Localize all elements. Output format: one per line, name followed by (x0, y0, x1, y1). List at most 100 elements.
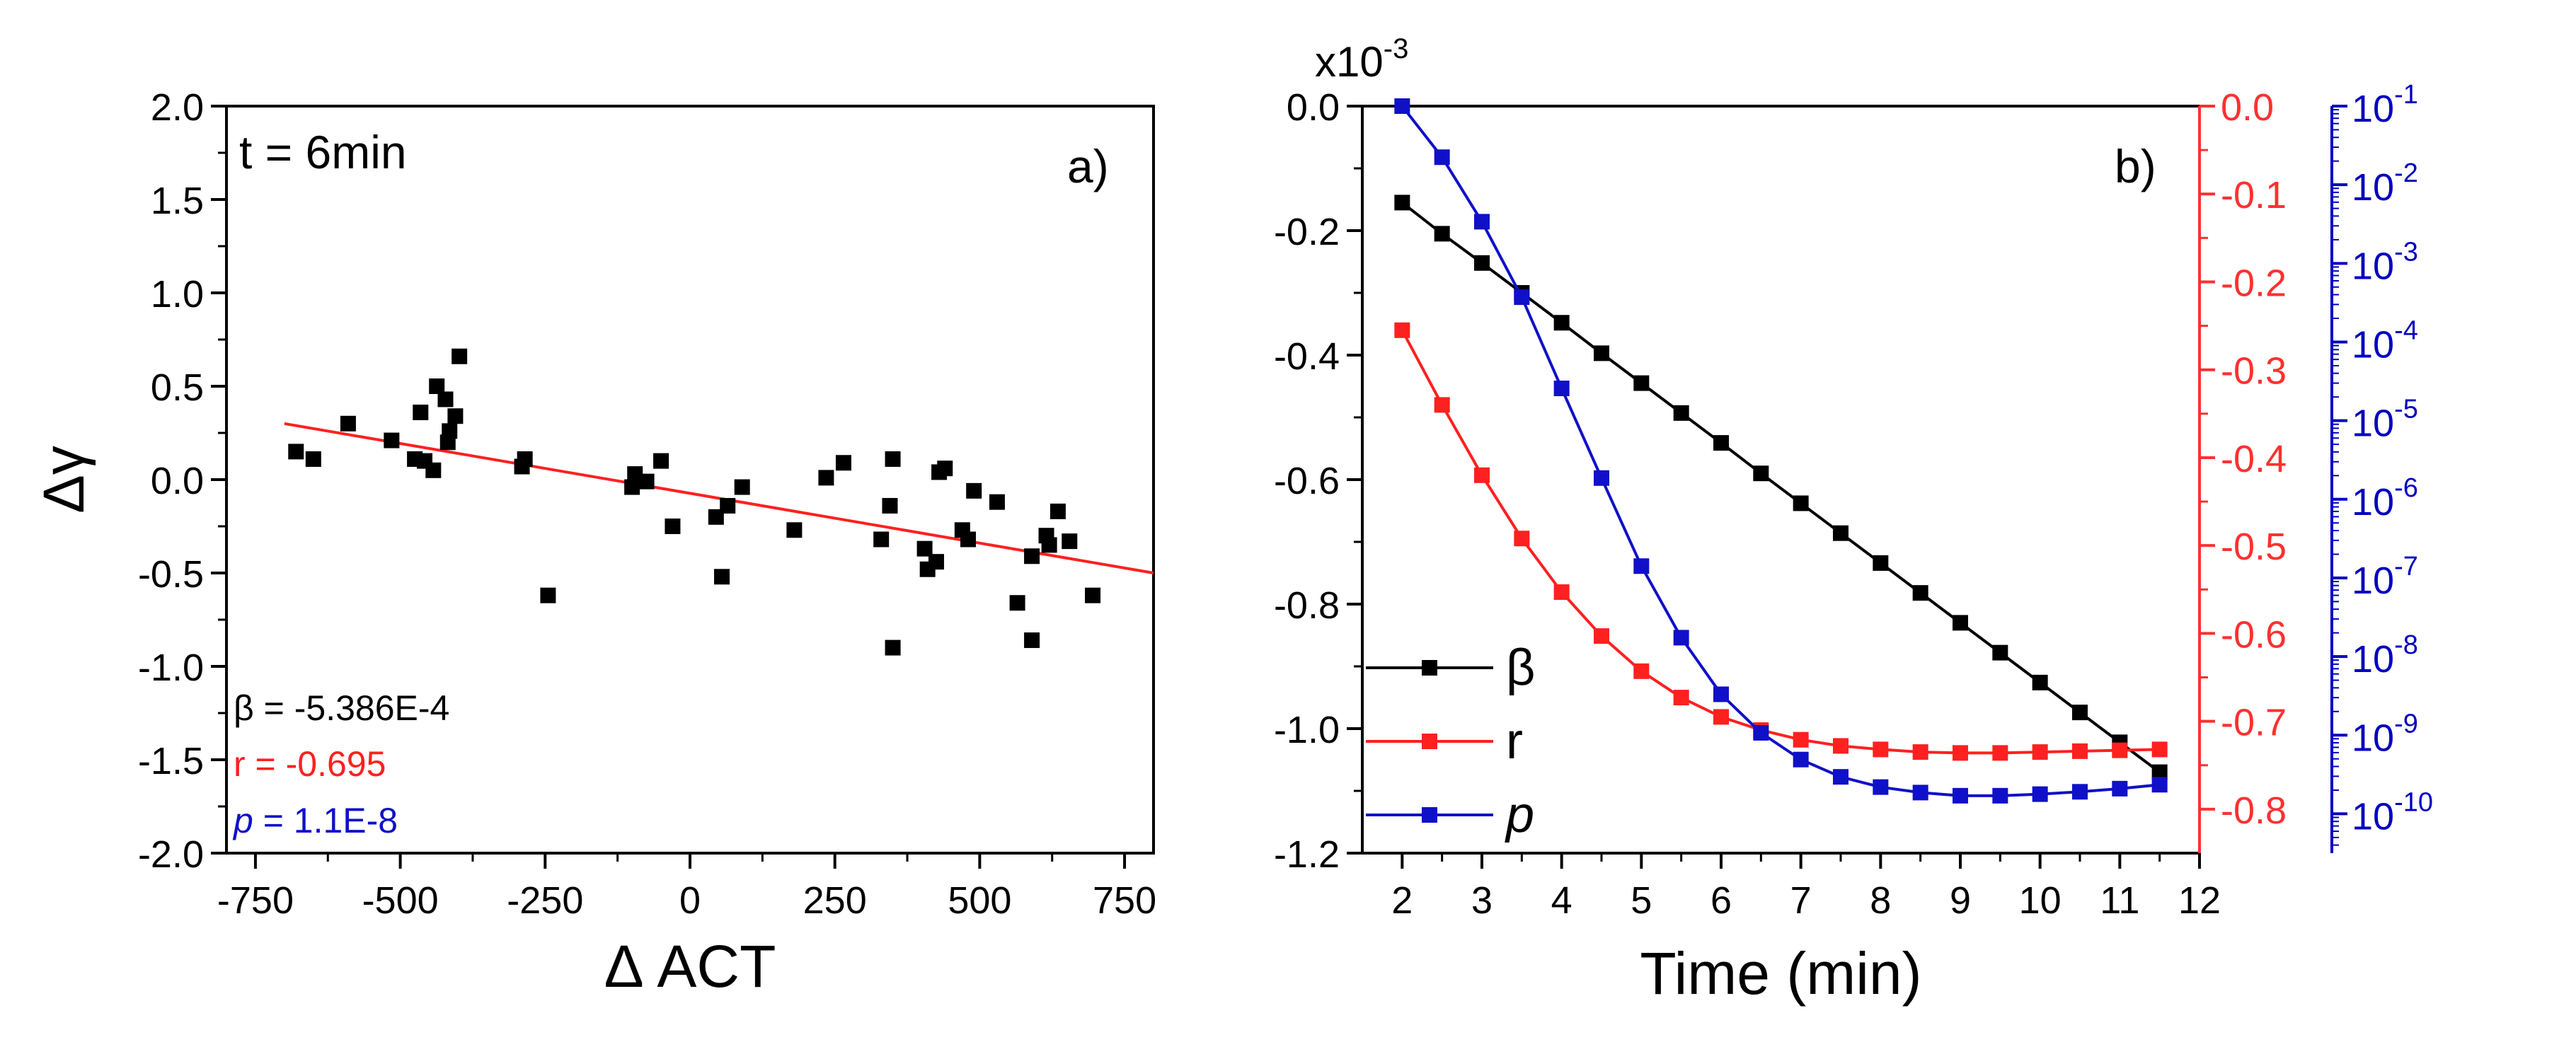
tick-exponent: -8 (2394, 630, 2418, 660)
data-point-p (1394, 98, 1410, 114)
data-point-r (1793, 731, 1809, 748)
tick-exponent: -5 (2394, 395, 2418, 424)
x-tick-label: -500 (362, 879, 439, 922)
y-right-p-tick-label: 10-2 (2352, 158, 2418, 209)
legend-marker-p (1422, 807, 1437, 823)
data-point-r (1713, 709, 1729, 725)
data-point (1024, 632, 1040, 649)
data-point (882, 497, 898, 514)
x-tick-label: 500 (948, 879, 1011, 922)
x-tick-label: 10 (2019, 879, 2062, 922)
data-point-p (1953, 787, 1968, 804)
y-left-tick-label: -1.2 (1274, 833, 1340, 876)
data-point-p (1793, 751, 1809, 768)
x-tick-label: -750 (217, 879, 294, 922)
data-point-beta (1912, 585, 1928, 601)
tick-exponent: -9 (2394, 709, 2418, 739)
legend-label-r: r (1506, 713, 1523, 770)
y-left-tick-label: 0.0 (1287, 86, 1340, 129)
data-point-r (1953, 745, 1968, 761)
data-point-r (1833, 738, 1848, 754)
data-point-r (2151, 741, 2168, 758)
data-point-p (1753, 724, 1769, 741)
x-axis-label: Time (min) (1640, 940, 1921, 1007)
tick-base: 10 (2352, 560, 2394, 602)
data-point-r (1434, 397, 1450, 413)
data-point-p (1912, 785, 1928, 801)
data-point-p (1713, 686, 1729, 702)
y-left-multiplier: x10-3 (1315, 33, 1408, 86)
data-point-p (1514, 289, 1530, 306)
data-point-beta (1474, 255, 1490, 271)
data-point (1024, 548, 1040, 565)
tick-base: 10 (2352, 403, 2394, 445)
data-point-beta (1394, 195, 1410, 211)
plot-frame (225, 105, 1155, 855)
data-point (429, 378, 445, 394)
x-tick-label: 2 (1391, 879, 1413, 922)
data-point-beta (1953, 615, 1968, 631)
y-tick-label: 0.5 (151, 366, 204, 409)
y-right-p-tick-label: 10-4 (2352, 316, 2418, 366)
regression-line (284, 422, 1154, 574)
y-right-p-tick-label: 10-1 (2352, 80, 2418, 130)
data-point-beta (1793, 495, 1809, 511)
data-point-beta (1673, 405, 1689, 421)
data-point (1050, 503, 1066, 519)
data-point (517, 451, 533, 467)
x-tick-label: 250 (803, 879, 867, 922)
x-tick-label: 0 (679, 879, 701, 922)
data-point (452, 348, 468, 364)
y-right-p-tick-label: 10-3 (2352, 237, 2418, 287)
data-point-r (1633, 663, 1650, 679)
tick-base: 10 (2352, 245, 2394, 287)
data-point-p (1434, 149, 1450, 166)
y-tick-label: 1.5 (151, 180, 204, 222)
data-point (873, 531, 890, 548)
data-point-p (2072, 784, 2088, 800)
data-point-beta (2032, 674, 2048, 690)
data-point (734, 479, 750, 495)
tick-exponent: -4 (2394, 316, 2418, 345)
y-left-tick-label: -0.6 (1274, 460, 1340, 502)
data-point (638, 473, 655, 490)
x-tick-label: 5 (1631, 879, 1652, 922)
tick-exponent: -6 (2394, 473, 2418, 503)
legend-label-beta: β (1506, 639, 1535, 696)
data-point-r (1873, 741, 1889, 758)
data-point (447, 408, 464, 424)
legend-marker-r (1422, 734, 1437, 749)
stat-label: β = -5.386E-4 (234, 688, 449, 728)
data-point-p (1833, 769, 1848, 785)
data-point-r (1514, 531, 1530, 547)
data-point (916, 540, 933, 557)
data-point (1062, 533, 1078, 550)
data-point-r (1992, 745, 2008, 761)
y-right-p-tick-label: 10-10 (2352, 787, 2433, 838)
data-point-r (1673, 690, 1689, 706)
x-tick-label: 6 (1710, 879, 1732, 922)
data-point (937, 461, 953, 477)
y-tick-label: -1.5 (138, 740, 204, 782)
y-axis-label: Δγ (32, 446, 96, 514)
y-left-tick-label: -1.0 (1274, 709, 1340, 751)
x-tick-label: 9 (1950, 879, 1971, 922)
panel-b-line-chart: 2 3 4 5 6 7 8 9 10 11 12 Time (min) 0.0 -0.2 -0.4 -0.6 -… (1274, 33, 2433, 1007)
data-point-p (2032, 786, 2048, 802)
data-point (653, 453, 669, 469)
data-point-p (1594, 470, 1609, 486)
tick-exponent: -10 (2394, 787, 2433, 817)
data-point-p (1673, 630, 1689, 646)
multiplier-exponent: -3 (1384, 33, 1409, 64)
data-point (835, 455, 851, 471)
data-point-r (1912, 744, 1928, 760)
y-right-r-tick-label: -0.2 (2221, 262, 2287, 304)
tick-exponent: -7 (2394, 552, 2418, 581)
y-right-r-tick-label: -0.6 (2221, 613, 2287, 656)
data-point-beta (1633, 375, 1650, 391)
data-point (720, 497, 736, 514)
panel-label: a) (1067, 140, 1109, 192)
tick-base: 10 (2352, 323, 2394, 366)
data-point (437, 391, 454, 407)
